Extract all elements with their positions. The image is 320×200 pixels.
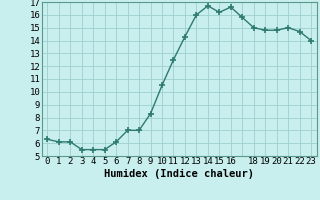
X-axis label: Humidex (Indice chaleur): Humidex (Indice chaleur) (104, 169, 254, 179)
